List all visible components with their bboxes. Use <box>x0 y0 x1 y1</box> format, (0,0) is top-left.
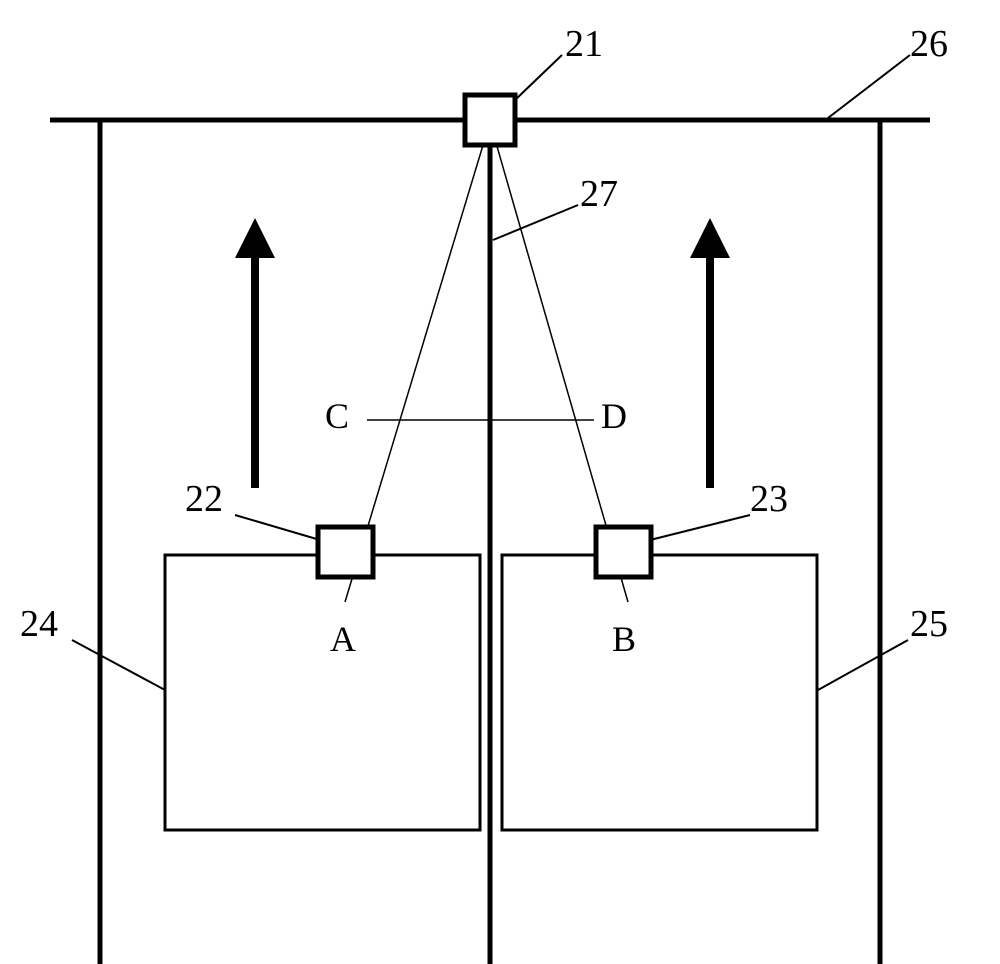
leader-25 <box>818 640 908 690</box>
right-small-box <box>596 527 651 577</box>
leader-26 <box>828 55 910 118</box>
label-C: C <box>325 395 349 437</box>
label-A: A <box>330 618 356 660</box>
leader-23 <box>650 515 750 540</box>
left-small-box <box>318 527 373 577</box>
right-arrow <box>690 218 730 488</box>
label-24: 24 <box>20 602 58 646</box>
leader-27 <box>493 205 578 240</box>
leader-22 <box>235 515 320 540</box>
label-25: 25 <box>910 602 948 646</box>
label-21: 21 <box>565 22 603 66</box>
label-22: 22 <box>185 477 223 521</box>
left-arrow <box>235 218 275 488</box>
top-small-box <box>465 95 515 145</box>
leader-21 <box>515 55 562 100</box>
leader-24 <box>72 640 165 690</box>
label-27: 27 <box>580 172 618 216</box>
right-big-box <box>502 555 817 830</box>
label-26: 26 <box>910 22 948 66</box>
left-big-box <box>165 555 480 830</box>
label-B: B <box>612 618 636 660</box>
label-23: 23 <box>750 477 788 521</box>
schematic-diagram <box>0 0 1000 964</box>
label-D: D <box>601 395 627 437</box>
